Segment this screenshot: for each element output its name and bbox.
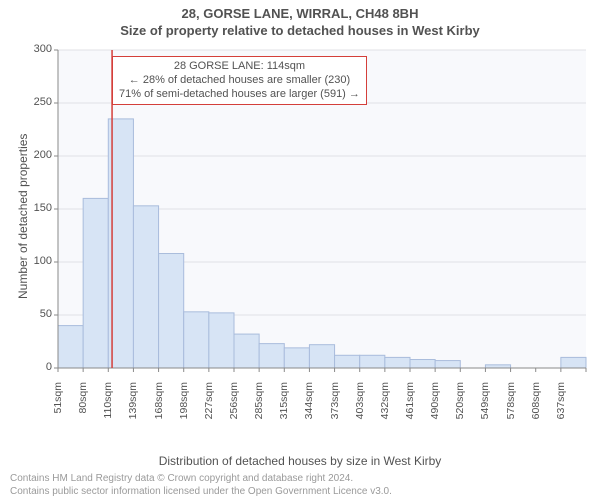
- y-tick-label: 0: [24, 361, 52, 373]
- attribution-footer: Contains HM Land Registry data © Crown c…: [10, 472, 590, 498]
- annotation-line-3: 71% of semi-detached houses are larger (…: [119, 88, 360, 102]
- x-tick-label: 51sqm: [52, 382, 64, 422]
- x-tick-label: 139sqm: [127, 382, 139, 422]
- x-tick-label: 432sqm: [379, 382, 391, 422]
- x-axis-label: Distribution of detached houses by size …: [0, 454, 600, 468]
- x-tick-label: 520sqm: [454, 382, 466, 422]
- x-tick-label: 80sqm: [77, 382, 89, 422]
- footer-line-2: Contains public sector information licen…: [10, 485, 590, 498]
- x-tick-label: 549sqm: [479, 382, 491, 422]
- x-tick-label: 315sqm: [278, 382, 290, 422]
- x-tick-label: 168sqm: [153, 382, 165, 422]
- title-sub: Size of property relative to detached ho…: [0, 23, 600, 38]
- x-tick-label: 578sqm: [505, 382, 517, 422]
- x-tick-label: 198sqm: [178, 382, 190, 422]
- y-tick-label: 100: [24, 255, 52, 267]
- footer-line-1: Contains HM Land Registry data © Crown c…: [10, 472, 590, 485]
- y-tick-label: 300: [24, 43, 52, 55]
- annotation-line-2: ← 28% of detached houses are smaller (23…: [119, 74, 360, 88]
- x-tick-label: 256sqm: [228, 382, 240, 422]
- x-tick-label: 344sqm: [303, 382, 315, 422]
- x-tick-label: 608sqm: [530, 382, 542, 422]
- x-tick-label: 285sqm: [253, 382, 265, 422]
- x-tick-label: 110sqm: [102, 382, 114, 422]
- x-tick-label: 637sqm: [555, 382, 567, 422]
- x-tick-label: 373sqm: [329, 382, 341, 422]
- annotation-line-1: 28 GORSE LANE: 114sqm: [119, 60, 360, 74]
- x-tick-label: 403sqm: [354, 382, 366, 422]
- y-tick-label: 200: [24, 149, 52, 161]
- annotation-box: 28 GORSE LANE: 114sqm ← 28% of detached …: [112, 56, 367, 105]
- title-main: 28, GORSE LANE, WIRRAL, CH48 8BH: [0, 6, 600, 21]
- x-tick-label: 490sqm: [429, 382, 441, 422]
- x-tick-label: 227sqm: [203, 382, 215, 422]
- y-tick-label: 250: [24, 96, 52, 108]
- x-tick-label: 461sqm: [404, 382, 416, 422]
- y-tick-label: 50: [24, 308, 52, 320]
- chart-container: Number of detached properties 28 GORSE L…: [0, 38, 600, 452]
- y-tick-label: 150: [24, 202, 52, 214]
